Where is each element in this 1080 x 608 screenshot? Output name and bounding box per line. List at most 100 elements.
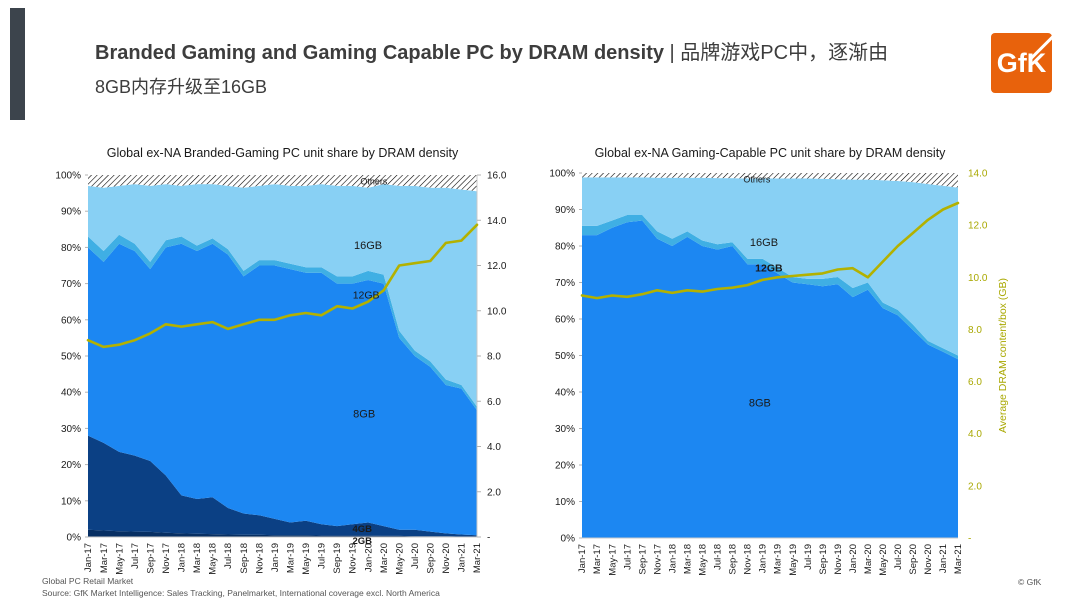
svg-text:Nov-20: Nov-20 <box>441 543 452 574</box>
svg-text:16.0: 16.0 <box>487 171 507 182</box>
svg-text:0%: 0% <box>67 533 82 544</box>
svg-text:Mar-19: Mar-19 <box>773 544 784 574</box>
gaming-capable-chart: 100% 90% 80% 70% 60% 50% 40% 30% 20% 10% 0% 14.0 12.… <box>540 140 1080 607</box>
svg-text:Sep-17: Sep-17 <box>145 543 156 574</box>
svg-text:0%: 0% <box>561 534 576 545</box>
svg-text:2.0: 2.0 <box>487 487 501 498</box>
svg-text:Nov-18: Nov-18 <box>254 543 265 574</box>
svg-text:40%: 40% <box>555 388 575 399</box>
svg-text:50%: 50% <box>61 352 81 363</box>
svg-text:Mar-20: Mar-20 <box>863 544 874 574</box>
svg-text:Jul-17: Jul-17 <box>130 543 141 569</box>
page-title-line1: Branded Gaming and Gaming Capable PC by … <box>95 38 915 68</box>
svg-text:-: - <box>487 533 490 544</box>
svg-text:12GB: 12GB <box>755 262 783 274</box>
area-others <box>582 173 958 188</box>
svg-text:Jan-19: Jan-19 <box>270 543 281 572</box>
svg-text:Jan-19: Jan-19 <box>758 544 769 573</box>
svg-text:Sep-19: Sep-19 <box>332 543 343 574</box>
svg-text:Jan-21: Jan-21 <box>938 544 949 573</box>
svg-text:Jul-17: Jul-17 <box>622 544 633 570</box>
svg-text:4.0: 4.0 <box>487 442 501 453</box>
svg-text:Jan-20: Jan-20 <box>363 543 374 572</box>
svg-text:May-18: May-18 <box>698 544 709 576</box>
svg-text:Mar-18: Mar-18 <box>682 544 693 574</box>
area-16gb <box>88 184 477 407</box>
svg-text:Sep-17: Sep-17 <box>637 544 648 575</box>
svg-text:Jul-20: Jul-20 <box>410 543 421 569</box>
svg-text:Mar-19: Mar-19 <box>285 543 296 573</box>
svg-text:70%: 70% <box>555 278 575 289</box>
svg-text:Jul-19: Jul-19 <box>317 543 328 569</box>
svg-text:6.0: 6.0 <box>487 397 501 408</box>
page-title-line2: 8GB内存升级至16GB <box>95 77 268 97</box>
svg-text:Jan-18: Jan-18 <box>667 544 678 573</box>
svg-text:Sep-20: Sep-20 <box>908 544 919 575</box>
svg-text:Others: Others <box>743 174 771 184</box>
avg-dram-line <box>86 223 479 349</box>
svg-text:14.0: 14.0 <box>968 169 988 180</box>
left-chart-title: Global ex-NA Branded-Gaming PC unit shar… <box>106 146 459 160</box>
svg-text:May-17: May-17 <box>607 544 618 576</box>
svg-text:16GB: 16GB <box>750 237 778 249</box>
branded-gaming-chart: 100% 90% 80% 70% 60% 50% 40% 30% 20% 10% 0% 16.0 14.… <box>30 140 545 607</box>
svg-text:4.0: 4.0 <box>968 429 982 440</box>
page-title: Branded Gaming and Gaming Capable PC by … <box>95 38 915 100</box>
area-8gb <box>88 243 477 536</box>
svg-text:Nov-17: Nov-17 <box>652 544 663 575</box>
right-chart-title: Global ex-NA Gaming-Capable PC unit shar… <box>594 146 946 160</box>
svg-text:Jan-21: Jan-21 <box>457 543 468 572</box>
svg-text:30%: 30% <box>555 424 575 435</box>
svg-text:May-19: May-19 <box>301 543 312 575</box>
area-16gb <box>582 177 958 356</box>
gaming-capable-chart-svg: 100% 90% 80% 70% 60% 50% 40% 30% 20% 10% 0% 14.0 12.… <box>549 169 1009 576</box>
svg-text:90%: 90% <box>555 205 575 216</box>
svg-text:80%: 80% <box>61 243 81 254</box>
svg-text:Nov-20: Nov-20 <box>923 544 934 575</box>
area-4gb <box>88 435 477 537</box>
svg-text:20%: 20% <box>555 461 575 472</box>
svg-text:Nov-18: Nov-18 <box>743 544 754 575</box>
svg-text:Jul-18: Jul-18 <box>713 544 724 570</box>
stacked-areas <box>88 175 477 537</box>
svg-text:10.0: 10.0 <box>487 306 507 317</box>
page-title-english: Branded Gaming and Gaming Capable PC by … <box>95 42 664 64</box>
stacked-areas <box>582 173 958 538</box>
svg-text:Mar-18: Mar-18 <box>192 543 203 573</box>
svg-text:Mar-20: Mar-20 <box>379 543 390 573</box>
svg-text:May-18: May-18 <box>208 543 219 575</box>
svg-text:Average DRAM content/box (GB): Average DRAM content/box (GB) <box>997 278 1009 433</box>
avg-dram-line <box>580 201 960 300</box>
svg-text:14.0: 14.0 <box>487 216 507 227</box>
gfk-logo: GfK <box>991 30 1059 93</box>
svg-text:100%: 100% <box>549 169 575 180</box>
svg-text:Jul-18: Jul-18 <box>223 543 234 569</box>
area-12gb <box>88 234 477 411</box>
svg-text:Mar-21: Mar-21 <box>953 544 964 574</box>
svg-text:Jan-20: Jan-20 <box>848 544 859 573</box>
footer-notes: Global PC Retail Market Source: GfK Mark… <box>42 575 440 599</box>
branded-gaming-chart-svg: 100% 90% 80% 70% 60% 50% 40% 30% 20% 10% 0% 16.0 14.… <box>55 171 506 575</box>
svg-text:Jan-17: Jan-17 <box>577 544 588 573</box>
svg-text:Sep-20: Sep-20 <box>426 543 437 574</box>
svg-text:Nov-17: Nov-17 <box>161 543 172 574</box>
svg-text:8.0: 8.0 <box>968 325 982 336</box>
svg-text:60%: 60% <box>555 315 575 326</box>
svg-text:Others: Others <box>360 177 388 187</box>
axes: 100% 90% 80% 70% 60% 50% 40% 30% 20% 10% 0% 14.0 12.… <box>549 169 1009 576</box>
svg-text:2.0: 2.0 <box>968 481 982 492</box>
svg-text:Jan-17: Jan-17 <box>83 543 94 572</box>
svg-text:12GB: 12GB <box>353 290 380 302</box>
svg-text:8GB: 8GB <box>749 397 771 409</box>
svg-text:Jul-20: Jul-20 <box>893 544 904 570</box>
header-accent-bar <box>10 8 25 120</box>
svg-text:May-20: May-20 <box>394 543 405 575</box>
page-title-chinese: | 品牌游戏PC中，逐渐由 <box>663 42 889 64</box>
svg-text:90%: 90% <box>61 207 81 218</box>
svg-text:8GB: 8GB <box>353 408 375 420</box>
svg-text:May-17: May-17 <box>114 543 125 575</box>
svg-text:May-20: May-20 <box>878 544 889 576</box>
axes: 100% 90% 80% 70% 60% 50% 40% 30% 20% 10% 0% 16.0 14.… <box>55 171 506 575</box>
